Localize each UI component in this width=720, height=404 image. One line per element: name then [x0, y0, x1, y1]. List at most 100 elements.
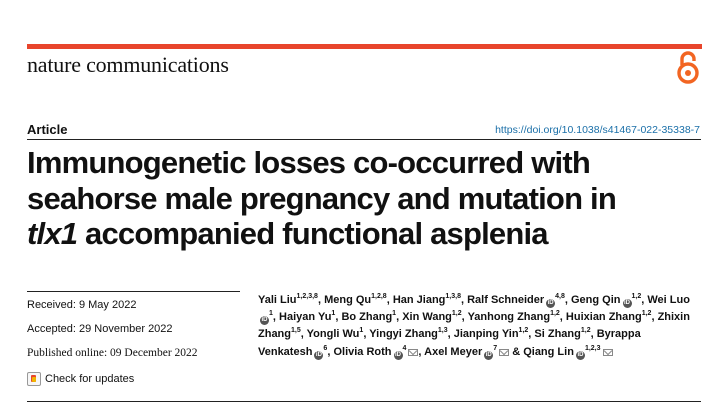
author-entry: Yanhong Zhang1,2	[467, 310, 560, 324]
check-for-updates-button[interactable]: Check for updates	[27, 372, 134, 386]
author-name[interactable]: Zhixin Zhang	[258, 311, 690, 341]
author-separator: ,	[396, 311, 403, 324]
author-separator: ,	[447, 328, 454, 341]
author-affiliation: 1,3	[437, 327, 448, 335]
accepted-date: Accepted: 29 November 2022	[27, 323, 173, 335]
orcid-icon[interactable]: iD	[260, 316, 269, 326]
orcid-icon[interactable]: iD	[622, 299, 632, 308]
orcid-icon[interactable]: iD	[314, 350, 324, 360]
article-title: Immunogenetic losses co-occurred with se…	[27, 145, 707, 252]
author-entry: Yongli Wu1	[306, 327, 364, 341]
author-entry: Yali Liu1,2,3,8	[258, 293, 318, 306]
author-affiliation: 1,2,3	[584, 344, 601, 352]
title-line-1: Immunogenetic losses co-occurred with	[27, 145, 591, 180]
title-line-2: seahorse male pregnancy and mutation in	[27, 180, 617, 216]
author-entry: Qiang Lin iD1,2,3	[523, 344, 613, 360]
author-separator: ,	[418, 345, 425, 358]
author-name[interactable]: Huixian Zhang	[565, 311, 642, 324]
author-separator: &	[509, 345, 524, 358]
author-affiliation: 4	[402, 344, 407, 352]
author-entry: Byrappa Venkatesh iD6	[258, 328, 641, 360]
author-affiliation: 1,5	[291, 327, 301, 335]
author-name[interactable]: Yingyi Zhang	[369, 328, 438, 341]
journal-name[interactable]: nature communications	[27, 52, 229, 77]
crossmark-icon	[27, 372, 41, 386]
author-separator: ,	[386, 294, 393, 306]
author-name[interactable]: Han Jiang	[392, 294, 446, 306]
author-entry: Xin Wang1,2	[402, 310, 461, 324]
author-name[interactable]: Jianping Yin	[453, 328, 519, 341]
author-entry: Olivia Roth iD4	[333, 344, 419, 360]
author-entry: Haiyan Yu1	[279, 310, 336, 324]
author-entry: Axel Meyer iD7	[424, 345, 510, 360]
author-name[interactable]: Wei Luo	[647, 294, 690, 306]
author-entry: Jianping Yin1,2	[453, 327, 529, 341]
author-separator: ,	[317, 294, 325, 306]
author-entry: Bo Zhang1	[341, 310, 397, 324]
author-entry: Geng Qin iD1,2	[571, 293, 642, 308]
author-affiliation: 1,2	[580, 327, 591, 335]
author-affiliation: 1,3,8	[445, 293, 461, 300]
author-name[interactable]: Qiang Lin	[523, 345, 574, 358]
author-separator: ,	[272, 311, 280, 324]
author-affiliation: 1,2	[641, 310, 652, 318]
received-date: Received: 9 May 2022	[27, 299, 137, 311]
author-name[interactable]: Axel Meyer	[424, 345, 483, 358]
author-affiliation: 1,2	[631, 293, 642, 300]
author-affiliation: 1,2,8	[371, 293, 387, 300]
author-list: Yali Liu1,2,3,8, Meng Qu1,2,8, Han Jiang…	[258, 292, 698, 361]
author-name[interactable]: Haiyan Yu	[279, 311, 332, 324]
author-separator: ,	[641, 294, 648, 306]
author-separator: ,	[590, 328, 597, 341]
mail-icon[interactable]	[408, 348, 419, 356]
author-name[interactable]: Xin Wang	[402, 311, 452, 324]
author-affiliation: 1,2,3,8	[296, 293, 318, 300]
article-type: Article	[27, 122, 68, 137]
mail-icon[interactable]	[499, 348, 510, 356]
author-affiliation: 1	[392, 310, 397, 318]
author-name[interactable]: Meng Qu	[324, 294, 372, 306]
author-name[interactable]: Yali Liu	[258, 294, 297, 306]
author-separator: ,	[559, 311, 566, 324]
author-name[interactable]: Ralf Schneider	[467, 294, 545, 306]
header-divider	[27, 139, 701, 140]
author-affiliation: 4,8	[555, 293, 565, 300]
author-entry: Ralf Schneider iD4,8	[467, 293, 565, 308]
author-name[interactable]: Yongli Wu	[306, 328, 360, 341]
author-entry: Wei LuoiD1	[258, 294, 690, 326]
author-affiliation: 1	[359, 327, 364, 335]
author-separator: ,	[300, 328, 307, 341]
published-date: Published online: 09 December 2022	[27, 347, 198, 359]
author-separator: ,	[528, 328, 535, 341]
author-name[interactable]: Si Zhang	[534, 328, 581, 341]
author-affiliation: 6	[323, 344, 328, 352]
author-separator: ,	[335, 311, 342, 324]
orcid-icon[interactable]: iD	[546, 299, 556, 308]
author-separator: ,	[461, 311, 468, 324]
open-access-lock-icon	[677, 51, 699, 84]
author-separator: ,	[327, 345, 334, 358]
author-name[interactable]: Geng Qin	[571, 294, 621, 306]
author-entry: Zhixin Zhang1,5	[258, 311, 690, 340]
title-gene-name: tlx1	[27, 216, 78, 251]
author-separator: ,	[651, 311, 658, 324]
author-name[interactable]: Olivia Roth	[333, 345, 392, 358]
check-for-updates-label: Check for updates	[45, 373, 135, 385]
dates-divider	[27, 291, 240, 292]
author-name[interactable]: Bo Zhang	[341, 311, 393, 324]
author-entry: Meng Qu1,2,8	[324, 293, 387, 306]
author-entry: Han Jiang1,3,8	[392, 293, 461, 306]
orcid-icon[interactable]: iD	[393, 350, 403, 360]
author-separator: ,	[363, 328, 370, 341]
author-affiliation: 1	[331, 310, 336, 318]
author-affiliation: 1	[269, 310, 273, 318]
orcid-icon[interactable]: iD	[575, 350, 585, 360]
author-entry: Yingyi Zhang1,3	[369, 327, 448, 341]
mail-icon[interactable]	[602, 348, 613, 356]
author-separator: ,	[564, 294, 571, 306]
orcid-icon[interactable]: iD	[484, 350, 494, 360]
author-separator: ,	[460, 294, 468, 306]
author-name[interactable]: Yanhong Zhang	[467, 311, 551, 324]
author-name[interactable]: Byrappa Venkatesh	[258, 328, 641, 358]
doi-link[interactable]: https://doi.org/10.1038/s41467-022-35338…	[495, 124, 700, 136]
